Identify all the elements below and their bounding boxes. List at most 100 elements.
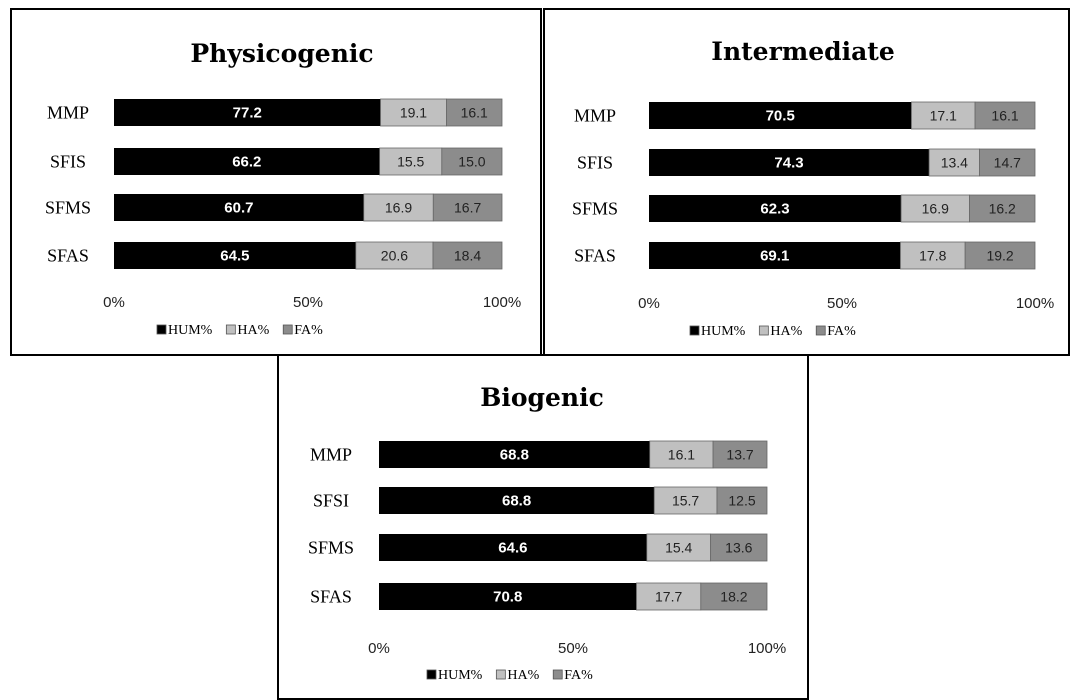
- legend-label-fa: FA%: [294, 323, 323, 338]
- category-label-sfms: SFMS: [572, 199, 618, 219]
- data-label-fa-sfsi: 12.5: [728, 493, 755, 509]
- data-label-fa-mmp: 16.1: [461, 105, 488, 121]
- bar-hum-sfas: [379, 583, 637, 610]
- chart-title: Physicogenic: [190, 39, 373, 68]
- legend-swatch-hum: [156, 324, 167, 335]
- x-tick-label: 50%: [827, 295, 857, 312]
- data-label-hum-mmp: 70.5: [766, 108, 795, 125]
- data-label-ha-sfas: 17.7: [655, 589, 682, 605]
- x-tick-label: 50%: [293, 294, 323, 311]
- data-label-hum-sfis: 66.2: [232, 154, 261, 171]
- data-label-hum-sfis: 74.3: [774, 155, 803, 172]
- data-label-fa-sfis: 15.0: [458, 154, 485, 170]
- data-label-fa-sfis: 14.7: [994, 155, 1021, 171]
- category-label-sfas: SFAS: [310, 587, 352, 607]
- legend-label-fa: FA%: [827, 324, 856, 339]
- category-label-sfms: SFMS: [308, 538, 354, 558]
- category-label-sfis: SFIS: [577, 153, 613, 173]
- legend-swatch-ha: [495, 669, 506, 680]
- chart-intermediate: Intermediate MMP 70.5 17.1 16.1 SFIS 74.3 13.4 1…: [572, 37, 1054, 339]
- bar-fa-sfsi: [716, 486, 768, 515]
- bar-fa-sfms: [710, 533, 768, 562]
- x-tick-label: 0%: [638, 295, 660, 312]
- bar-hum-sfsi: [379, 487, 655, 514]
- bar-fa-sfis: [441, 147, 503, 176]
- data-label-hum-sfas: 64.5: [220, 248, 249, 265]
- chart-physicogenic: Physicogenic MMP 77.2 19.1 16.1 SFIS 66.2 15.5 1…: [45, 39, 521, 338]
- category-label-sfas: SFAS: [47, 246, 89, 266]
- legend-swatch-ha: [758, 325, 769, 336]
- legend-label-fa: FA%: [564, 668, 593, 683]
- data-label-ha-mmp: 17.1: [930, 108, 957, 124]
- bar-hum-mmp: [649, 102, 912, 129]
- bar-fa-mmp: [446, 98, 503, 127]
- category-label-mmp: MMP: [310, 445, 352, 465]
- bar-ha-sfas: [636, 582, 702, 611]
- data-label-fa-sfms: 16.7: [454, 200, 481, 216]
- bar-hum-sfms: [114, 194, 364, 221]
- legend-label-ha: HA%: [237, 323, 269, 338]
- bar-ha-sfms: [363, 193, 434, 222]
- data-label-fa-mmp: 13.7: [726, 447, 753, 463]
- chart-title: Biogenic: [480, 383, 604, 412]
- x-tick-label: 100%: [748, 640, 786, 657]
- bar-fa-sfms: [432, 193, 503, 222]
- chart-title: Intermediate: [711, 37, 894, 66]
- legend-label-hum: HUM%: [701, 324, 746, 339]
- legend-label-ha: HA%: [770, 324, 802, 339]
- data-label-fa-sfms: 16.2: [989, 201, 1016, 217]
- data-label-ha-sfms: 16.9: [385, 200, 412, 216]
- chart-panel-intermediate: Intermediate MMP 70.5 17.1 16.1 SFIS 74.3 13.4 1…: [543, 8, 1070, 356]
- data-label-hum-sfms: 60.7: [224, 200, 253, 217]
- bar-ha-mmp: [380, 98, 447, 127]
- bar-ha-sfas: [899, 241, 966, 270]
- legend-swatch-fa: [282, 324, 293, 335]
- data-label-hum-sfas: 69.1: [760, 248, 789, 265]
- bar-hum-sfms: [649, 195, 902, 222]
- bar-fa-sfis: [979, 148, 1036, 177]
- legend-swatch-fa: [815, 325, 826, 336]
- chart-panel-biogenic: Biogenic MMP 68.8 16.1 13.7 SFSI 68.8 15.7 12.5 S…: [277, 354, 809, 700]
- bar-hum-sfis: [114, 148, 380, 175]
- data-label-fa-mmp: 16.1: [991, 108, 1018, 124]
- bar-ha-sfsi: [653, 486, 718, 515]
- category-label-mmp: MMP: [47, 103, 89, 123]
- bar-fa-sfms: [969, 194, 1036, 223]
- x-tick-label: 100%: [1016, 295, 1054, 312]
- legend-swatch-ha: [225, 324, 236, 335]
- x-tick-label: 0%: [368, 640, 390, 657]
- data-label-hum-sfsi: 68.8: [502, 493, 531, 510]
- data-label-hum-mmp: 68.8: [500, 447, 529, 464]
- category-label-sfas: SFAS: [574, 246, 616, 266]
- data-label-ha-sfms: 16.9: [922, 201, 949, 217]
- data-label-ha-sfsi: 15.7: [672, 493, 699, 509]
- bar-ha-sfms: [900, 194, 970, 223]
- data-label-hum-sfms: 62.3: [760, 201, 789, 218]
- x-tick-label: 50%: [558, 640, 588, 657]
- data-label-ha-sfis: 15.5: [397, 154, 424, 170]
- category-label-sfsi: SFSI: [313, 491, 349, 511]
- data-label-ha-sfas: 20.6: [381, 248, 408, 264]
- bar-fa-sfas: [432, 241, 503, 270]
- legend-label-hum: HUM%: [168, 323, 213, 338]
- data-label-ha-sfms: 15.4: [665, 540, 692, 556]
- bar-fa-mmp: [712, 440, 768, 469]
- chart-biogenic: Biogenic MMP 68.8 16.1 13.7 SFSI 68.8 15.7 12.5 S…: [308, 383, 786, 683]
- bar-fa-sfas: [700, 582, 768, 611]
- data-label-hum-sfas: 70.8: [493, 589, 522, 606]
- bar-hum-sfas: [114, 242, 356, 269]
- data-label-ha-mmp: 16.1: [668, 447, 695, 463]
- x-tick-label: 100%: [483, 294, 521, 311]
- x-tick-label: 0%: [103, 294, 125, 311]
- category-label-mmp: MMP: [574, 106, 616, 126]
- category-label-sfis: SFIS: [50, 152, 86, 172]
- bar-hum-sfms: [379, 534, 647, 561]
- data-label-fa-sfas: 18.4: [454, 248, 481, 264]
- legend-swatch-hum: [689, 325, 700, 336]
- bar-fa-mmp: [974, 101, 1036, 130]
- bar-ha-mmp: [649, 440, 714, 469]
- legend-label-hum: HUM%: [438, 668, 483, 683]
- legend-label-ha: HA%: [507, 668, 539, 683]
- category-label-sfms: SFMS: [45, 198, 91, 218]
- data-label-ha-mmp: 19.1: [400, 105, 427, 121]
